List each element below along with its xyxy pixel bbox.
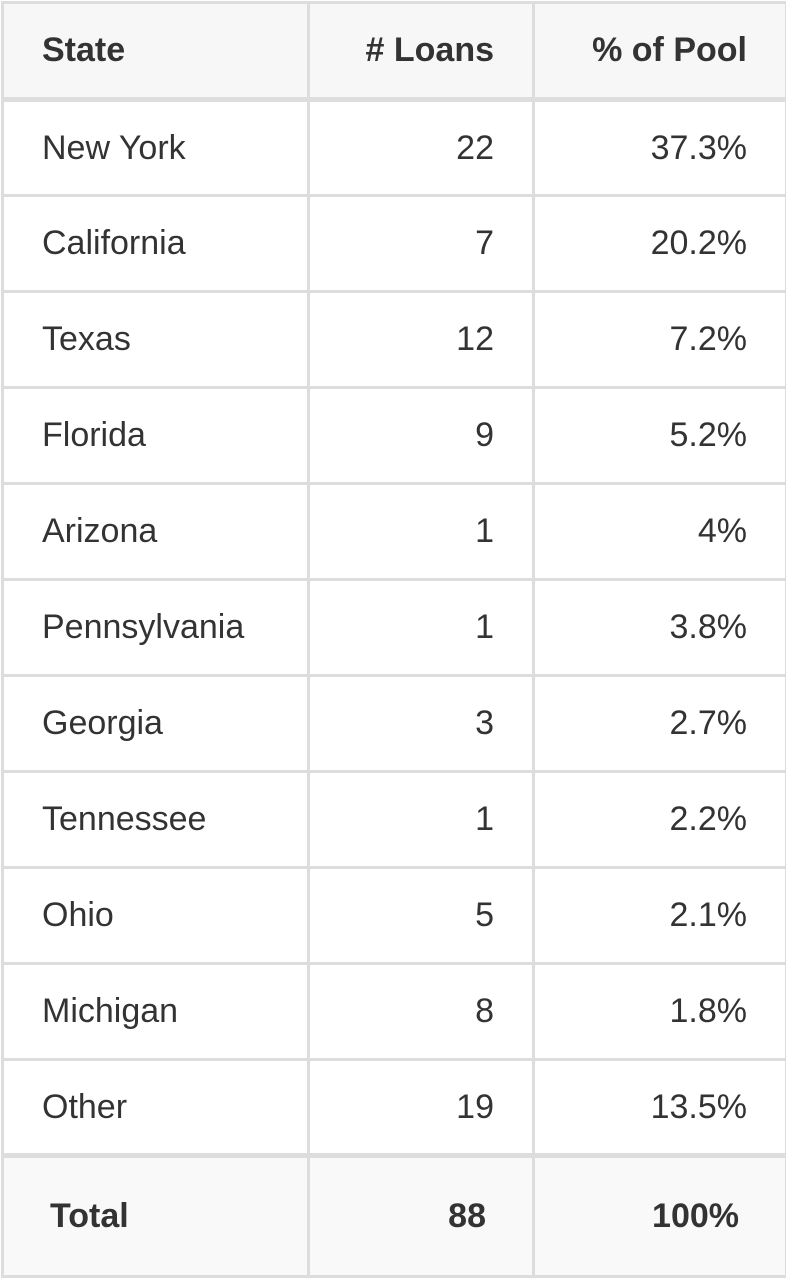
table-cell: California	[1, 194, 310, 293]
table-cell: 3	[307, 674, 535, 773]
table-row: Arizona 1 4%	[1, 482, 786, 581]
table-header: State # Loans% of Pool	[1, 1, 786, 102]
table-cell: Pennsylvania	[1, 578, 310, 677]
total-row: Total 88 100%	[1, 1153, 786, 1278]
total-cell: Total	[1, 1153, 310, 1278]
table-cell: 7	[307, 194, 535, 293]
table-cell: 1	[307, 578, 535, 677]
table-cell: 5	[307, 866, 535, 965]
table-cell: Tennessee	[1, 770, 310, 869]
table-cell: 9	[307, 386, 535, 485]
table-row: Michigan 8 1.8%	[1, 962, 786, 1061]
table-cell: Florida	[1, 386, 310, 485]
table-row: Ohio 5 2.1%	[1, 866, 786, 965]
table-cell: Georgia	[1, 674, 310, 773]
table-cell: 2.2%	[532, 770, 786, 869]
table-cell: 22	[307, 98, 535, 197]
total-cell: 88	[307, 1153, 535, 1278]
table-row: New York 22 37.3%	[1, 98, 786, 197]
header-row: State # Loans% of Pool	[1, 1, 786, 102]
table-cell: Arizona	[1, 482, 310, 581]
header-cell: % of Pool	[532, 1, 786, 102]
table-cell: 7.2%	[532, 290, 786, 389]
header-cell: # Loans	[307, 1, 535, 102]
table-cell: 4%	[532, 482, 786, 581]
table-row: Georgia 3 2.7%	[1, 674, 786, 773]
table-row: Texas 12 7.2%	[1, 290, 786, 389]
table-cell: Other	[1, 1058, 310, 1157]
table-cell: 2.1%	[532, 866, 786, 965]
table-cell: 37.3%	[532, 98, 786, 197]
table-cell: Texas	[1, 290, 310, 389]
table-cell: 20.2%	[532, 194, 786, 293]
table-cell: 1	[307, 482, 535, 581]
table-row: Florida 9 5.2%	[1, 386, 786, 485]
table-row: Other 19 13.5%	[1, 1058, 786, 1157]
table-cell: 1	[307, 770, 535, 869]
table-cell: 5.2%	[532, 386, 786, 485]
table-row: California 7 20.2%	[1, 194, 786, 293]
table-body: New York 22 37.3% California 7 20.2% Texas 12 7.…	[1, 98, 786, 1278]
table-cell: Ohio	[1, 866, 310, 965]
table-cell: New York	[1, 98, 310, 197]
total-cell: 100%	[532, 1153, 786, 1278]
table-cell: 2.7%	[532, 674, 786, 773]
table-row: Tennessee 1 2.2%	[1, 770, 786, 869]
table-row: Pennsylvania 1 3.8%	[1, 578, 786, 677]
header-cell: State	[1, 1, 310, 102]
table-cell: 1.8%	[532, 962, 786, 1061]
table-cell: 19	[307, 1058, 535, 1157]
table-cell: 13.5%	[532, 1058, 786, 1157]
table-cell: 8	[307, 962, 535, 1061]
table-cell: 12	[307, 290, 535, 389]
table-cell: 3.8%	[532, 578, 786, 677]
table-cell: Michigan	[1, 962, 310, 1061]
